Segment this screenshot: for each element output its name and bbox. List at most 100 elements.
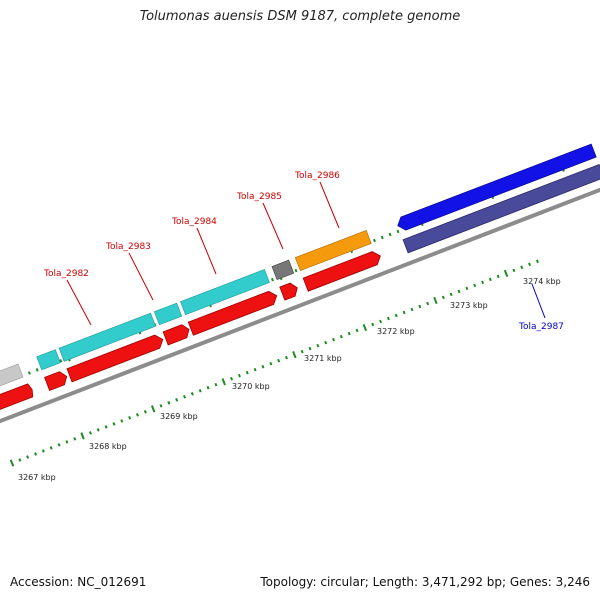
inner-track-tick	[535, 259, 539, 264]
outer-track-tick	[294, 268, 298, 273]
inner-track-tick	[269, 361, 273, 366]
outer-track-tick	[396, 229, 400, 234]
inner-track-tick	[473, 283, 477, 288]
inner-track-tick	[206, 385, 210, 390]
outer-track-tick	[380, 235, 384, 240]
inner-track-tick	[128, 416, 132, 420]
outer-track-tick	[59, 359, 63, 363]
callout-line-tola-2985	[262, 202, 284, 250]
inner-track-tick	[449, 292, 453, 297]
gene-label-tola-2985: Tola_2985	[236, 192, 282, 202]
inner-tick-track	[9, 259, 539, 467]
inner-track-tick	[441, 295, 445, 300]
cds-arrow-tola-2985	[279, 282, 298, 301]
inner-track-tick	[34, 452, 38, 456]
inner-track-tick	[167, 401, 171, 405]
inner-track-tick	[308, 346, 312, 351]
inner-track-tick	[183, 395, 187, 399]
inner-track-tick	[371, 322, 375, 327]
inner-track-tick	[332, 337, 336, 342]
outer-track-tick	[35, 368, 39, 372]
callout-line-tola-2982	[66, 279, 92, 326]
inner-track-tick	[18, 458, 22, 462]
inner-track-tick	[237, 373, 241, 378]
inner-track-tick	[426, 301, 430, 306]
scale-label-3271: 3271 kbp	[304, 354, 342, 363]
inner-track-tick	[347, 331, 351, 336]
inner-track-tick	[300, 349, 304, 354]
scale-label-3272: 3272 kbp	[377, 327, 415, 336]
outer-track-tick	[388, 232, 392, 237]
inner-track-tick	[41, 449, 45, 453]
inner-track-tick	[112, 422, 116, 426]
scale-label-3273: 3273 kbp	[450, 301, 488, 310]
callout-line-tola-2987	[531, 283, 546, 319]
cds-arrow-tola-2987-navy	[402, 163, 600, 254]
inner-track-tick	[277, 358, 281, 363]
gene-block-gray-2985	[271, 259, 295, 280]
inner-track-tick	[57, 443, 61, 447]
inner-track-tick	[150, 405, 156, 413]
inner-track-tick	[65, 440, 69, 444]
inner-track-tick	[159, 404, 163, 408]
inner-track-tick	[292, 351, 297, 359]
cds-track	[0, 163, 600, 412]
inner-track-tick	[190, 392, 194, 396]
accession-text: Accession: NC_012691	[10, 575, 147, 589]
inner-track-tick	[214, 382, 218, 387]
inner-track-tick	[402, 310, 406, 315]
inner-track-tick	[386, 316, 390, 321]
map-title: Tolumonas auensis DSM 9187, complete gen…	[139, 9, 461, 24]
cds-arrow-small-a	[44, 371, 68, 391]
scale-label-3268: 3268 kbp	[89, 442, 127, 451]
gene-block-teal-a	[36, 349, 61, 371]
gene-block-teal-2983	[153, 302, 183, 326]
scale-labels: 3267 kbp 3268 kbp 3269 kbp 3270 kbp 3271…	[18, 277, 561, 482]
inner-track-tick	[175, 398, 179, 402]
inner-track-tick	[465, 286, 469, 291]
inner-track-tick	[496, 274, 500, 279]
inner-track-tick	[394, 313, 398, 318]
inner-track-tick	[96, 428, 100, 432]
gene-block-orange-2986	[294, 229, 372, 272]
inner-track-tick	[410, 307, 414, 312]
inner-track-tick	[512, 268, 516, 273]
inner-track-tick	[9, 459, 15, 467]
inner-track-tick	[316, 343, 320, 348]
inner-track-tick	[104, 425, 108, 429]
inner-track-tick	[120, 419, 124, 423]
inner-track-tick	[503, 269, 509, 277]
cds-arrow-left-partial	[0, 383, 34, 412]
inner-track-tick	[261, 364, 265, 369]
inner-track-tick	[418, 304, 422, 309]
callout-line-tola-2983	[128, 252, 154, 301]
feature-tracks	[0, 143, 600, 412]
inner-track-tick	[49, 446, 53, 450]
gene-label-tola-2984: Tola_2984	[171, 217, 217, 227]
outer-track-tick	[372, 238, 376, 243]
scale-label-3267: 3267 kbp	[18, 473, 56, 482]
inner-track-tick	[362, 323, 368, 332]
topology-summary-text: Topology: circular; Length: 3,471,292 bp…	[260, 575, 590, 589]
scale-label-3269: 3269 kbp	[160, 412, 198, 421]
inner-track-tick	[339, 334, 343, 339]
inner-track-tick	[135, 413, 139, 417]
inner-track-tick	[221, 378, 226, 386]
inner-track-tick	[481, 280, 485, 285]
gene-block-light-gray	[0, 363, 24, 391]
inner-track-tick	[355, 328, 359, 333]
cds-arrow-tola-2983	[162, 324, 190, 346]
scale-label-3274: 3274 kbp	[523, 277, 561, 286]
callout-line-tola-2986	[319, 181, 340, 229]
gene-arrow-blue-2987	[397, 143, 597, 231]
gene-label-tola-2986: Tola_2986	[294, 171, 340, 181]
genome-backbone	[0, 187, 600, 424]
inner-track-tick	[520, 265, 524, 270]
gene-block-teal-2982	[58, 312, 156, 362]
gene-block-teal-2984	[180, 269, 270, 316]
inner-track-tick	[73, 437, 77, 441]
gene-track	[0, 143, 597, 391]
outer-track-tick	[270, 277, 274, 282]
